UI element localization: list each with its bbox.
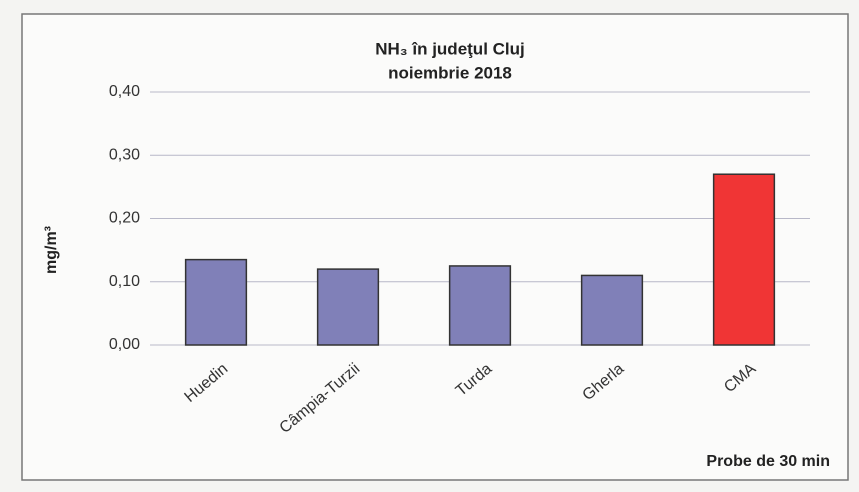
chart-title: NH₃ în judeţul Cluj [375,39,525,58]
y-tick-label: 0,00 [109,336,140,353]
bar [184,258,248,346]
bar [580,274,644,346]
y-axis-label: mg/m³ [43,226,60,274]
y-tick-label: 0,20 [109,210,140,227]
x-axis-label: Probe de 30 min [706,453,830,470]
bar [712,173,776,346]
bar [316,268,380,346]
bar [448,265,512,346]
chart-subtitle: noiembrie 2018 [388,63,512,82]
y-tick-label: 0,40 [109,83,140,100]
y-tick-label: 0,30 [109,146,140,163]
y-tick-label: 0,10 [109,273,140,290]
